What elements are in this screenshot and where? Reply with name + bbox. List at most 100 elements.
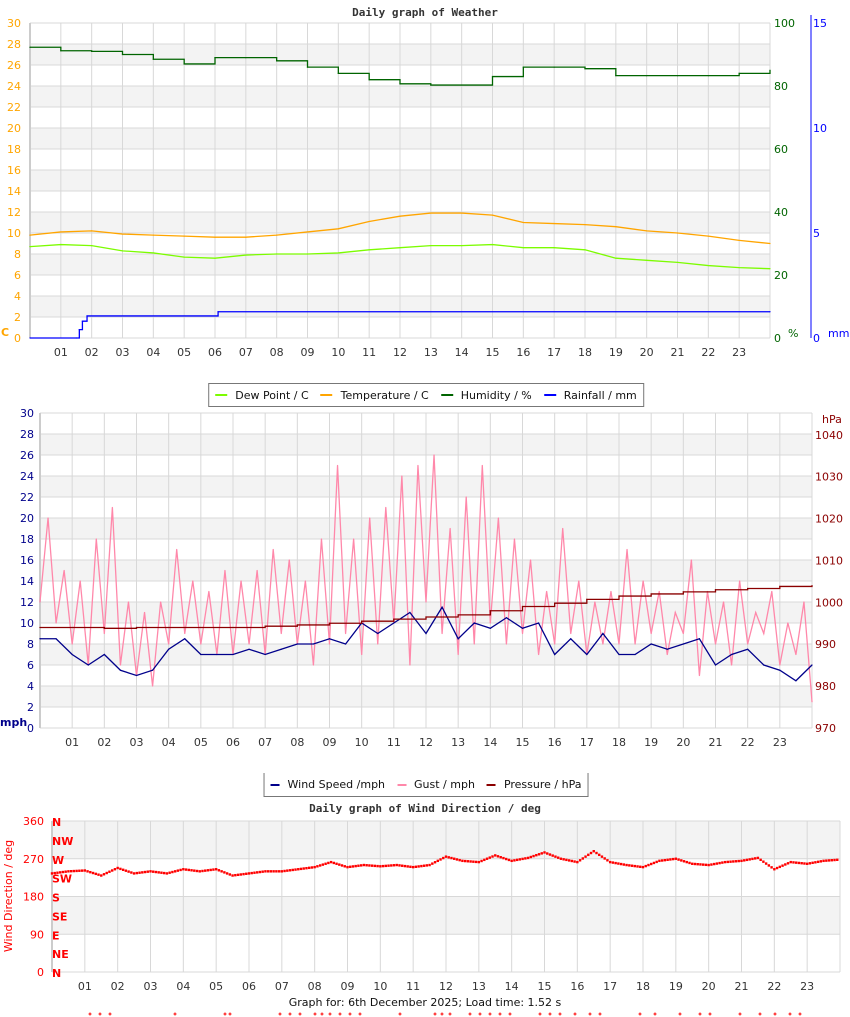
legend-item-rainfall[interactable]: Rainfall / mm	[543, 389, 637, 402]
wind-direction-point	[283, 869, 286, 873]
wind-direction-point	[94, 872, 97, 876]
wind-direction-point	[379, 865, 382, 868]
data-point	[399, 247, 401, 249]
wind-direction-point	[827, 859, 831, 862]
y-tick-label: 18	[20, 533, 34, 546]
wind-direction-point	[245, 872, 248, 875]
marker-cross	[98, 1012, 102, 1016]
data-point	[682, 632, 684, 635]
data-point	[449, 527, 451, 530]
data-point	[803, 601, 805, 603]
wind-direction-point	[669, 858, 672, 861]
x-tick-label: 15	[486, 346, 500, 359]
y-tick-label: 26	[7, 59, 21, 72]
wind-direction-point	[658, 859, 661, 863]
wind-direction-point	[160, 871, 163, 874]
legend-item-wind-speed[interactable]: Wind Speed /mph	[270, 778, 385, 791]
wind-direction-point	[726, 860, 730, 864]
wind-direction-point	[91, 871, 95, 875]
data-point	[312, 643, 315, 645]
legend-label: Gust / mph	[414, 778, 475, 791]
wind-direction-point	[614, 861, 617, 865]
legend-item-temperature[interactable]: Temperature / C	[320, 389, 429, 402]
wind-direction-point	[431, 862, 434, 865]
wind-direction-point	[152, 870, 155, 873]
x-tick-label: 01	[54, 346, 68, 359]
wind-direction-point	[567, 859, 571, 862]
data-point	[553, 66, 555, 68]
wind-direction-point	[562, 858, 565, 861]
x-tick-label: 09	[323, 736, 337, 749]
data-point	[433, 454, 435, 456]
wind-direction-point	[797, 861, 801, 865]
data-point	[722, 601, 725, 603]
data-point	[385, 506, 387, 509]
wind-direction-point	[173, 870, 177, 873]
data-point	[55, 622, 57, 624]
marker-cross	[313, 1012, 317, 1016]
wind-direction-point	[466, 860, 470, 863]
wind-direction-point	[710, 863, 713, 866]
x-tick-label: 05	[177, 346, 191, 359]
data-point	[306, 231, 309, 233]
data-point	[296, 624, 298, 626]
wind-direction-point	[258, 870, 262, 874]
pressure-swatch	[486, 783, 496, 786]
data-point	[409, 664, 411, 666]
wind-direction-point	[677, 858, 680, 861]
wind-direction-point	[619, 862, 623, 866]
data-point	[377, 632, 379, 635]
wind-direction-point	[718, 861, 721, 865]
wind-direction-point	[636, 865, 639, 868]
wind-direction-point	[135, 871, 139, 875]
data-point	[586, 653, 588, 656]
x-tick-label: 10	[331, 346, 345, 359]
data-point	[81, 320, 84, 322]
wind-direction-point	[595, 851, 598, 855]
wind-direction-point	[526, 856, 530, 860]
marker-cross	[698, 1012, 702, 1016]
marker-cross	[328, 1012, 332, 1016]
x-tick-label: 16	[570, 980, 584, 993]
data-point	[29, 337, 31, 339]
legend-item-dew-point[interactable]: Dew Point / C	[215, 389, 309, 402]
data-point	[755, 611, 757, 614]
wind-direction-point	[310, 866, 314, 869]
wind-direction-point	[299, 867, 303, 871]
wind-direction-point	[381, 864, 385, 868]
marker-cross	[288, 1012, 292, 1016]
wind-direction-point	[598, 853, 601, 857]
y-tick-label: 2	[14, 311, 21, 324]
data-point	[763, 632, 765, 635]
wind-direction-point	[767, 864, 771, 867]
legend-item-gust[interactable]: Gust / mph	[397, 778, 475, 791]
wind-direction-point	[365, 864, 368, 867]
y-tick-label: 14	[20, 575, 34, 588]
x-tick-label: 17	[603, 980, 617, 993]
wind-direction-point	[699, 863, 702, 866]
data-point	[491, 214, 494, 216]
wind-direction-point	[425, 864, 429, 867]
data-point	[769, 69, 771, 71]
y2-tick-label: 1040	[815, 429, 843, 442]
y-tick-label: 30	[20, 407, 34, 420]
y2-tick-label: 980	[815, 680, 836, 693]
compass-tick-label: E	[52, 929, 60, 942]
wind-direction-point	[346, 865, 349, 869]
wind-direction-point	[444, 855, 448, 858]
legend-item-humidity[interactable]: Humidity / %	[440, 389, 532, 402]
wind-direction-point	[494, 854, 497, 857]
data-point	[111, 506, 113, 509]
legend-item-pressure[interactable]: Pressure / hPa	[486, 778, 581, 791]
wind-direction-point	[100, 874, 103, 877]
chart-title: Daily graph of Weather	[352, 6, 498, 19]
wind-direction-point	[622, 863, 626, 866]
x-tick-label: 17	[580, 736, 594, 749]
data-point	[214, 57, 216, 59]
wind-direction-point	[822, 859, 825, 863]
wind-direction-point	[532, 854, 535, 858]
data-point	[344, 643, 347, 645]
wind-direction-point	[231, 874, 234, 877]
humidity-swatch	[440, 394, 453, 396]
data-point	[176, 548, 178, 551]
